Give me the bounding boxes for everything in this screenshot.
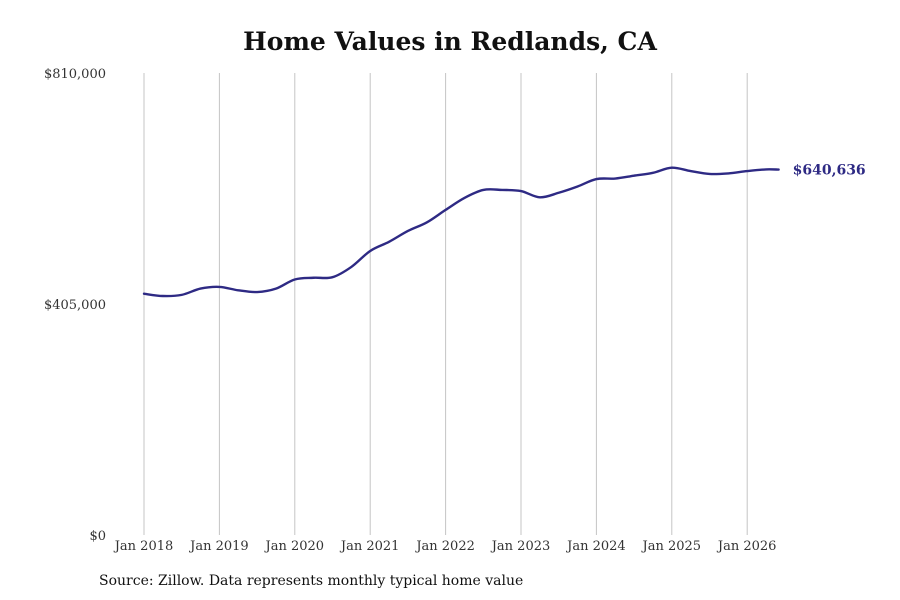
- series-layer: [142, 166, 780, 298]
- y-tick-label: $810,000: [44, 67, 106, 82]
- x-tick-label: Jan 2024: [565, 539, 626, 554]
- grid-lines: [143, 73, 748, 535]
- y-tick-label: $0: [89, 529, 106, 544]
- x-tick-label: Jan 2018: [113, 539, 174, 554]
- y-axis-ticks: $0 $405,000 $810,000: [44, 67, 106, 544]
- x-tick-label: Jan 2026: [716, 539, 777, 554]
- series-line: [142, 166, 780, 298]
- y-tick-label: $405,000: [44, 298, 106, 313]
- x-axis-ticks: Jan 2018 Jan 2019 Jan 2020 Jan 2021 Jan 2022…: [113, 539, 777, 554]
- source-note: Source: Zillow. Data represents monthly …: [99, 573, 524, 589]
- end-labels: $640,636: [793, 163, 866, 179]
- x-tick-label: Jan 2021: [339, 539, 400, 554]
- x-tick-label: Jan 2020: [264, 539, 325, 554]
- end-value-label: $640,636: [793, 163, 866, 179]
- x-tick-label: Jan 2025: [641, 539, 702, 554]
- x-tick-label: Jan 2022: [414, 539, 475, 554]
- x-tick-label: Jan 2023: [490, 539, 551, 554]
- chart-title: Home Values in Redlands, CA: [243, 27, 657, 56]
- x-tick-label: Jan 2019: [188, 539, 249, 554]
